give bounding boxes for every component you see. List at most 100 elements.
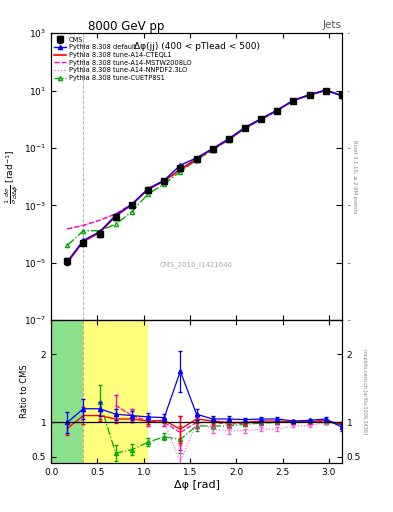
Pythia 8.308 tune-A14-NNPDF2.3LO xyxy=(130,201,134,207)
Pythia 8.308 tune-CUETP8S1 xyxy=(242,125,247,132)
Pythia 8.308 default xyxy=(307,92,312,98)
Line: Pythia 8.308 tune-A14-CTEQL1: Pythia 8.308 tune-A14-CTEQL1 xyxy=(67,90,342,263)
Pythia 8.308 tune-A14-CTEQL1 xyxy=(65,260,70,266)
Pythia 8.308 tune-A14-NNPDF2.3LO xyxy=(275,108,279,114)
Pythia 8.308 tune-A14-CTEQL1 xyxy=(340,92,344,98)
Pythia 8.308 tune-CUETP8S1 xyxy=(259,116,263,122)
Pythia 8.308 tune-CUETP8S1 xyxy=(194,157,199,163)
Pythia 8.308 tune-A14-CTEQL1 xyxy=(113,213,118,219)
Pythia 8.308 default xyxy=(81,237,86,243)
Pythia 8.308 tune-CUETP8S1 xyxy=(340,92,344,98)
Text: Δφ(jj) (400 < pTlead < 500): Δφ(jj) (400 < pTlead < 500) xyxy=(134,42,259,51)
Pythia 8.308 tune-A14-MSTW2008LO xyxy=(307,92,312,98)
Y-axis label: Rivet 3.1.10, ≥ 2.9M events: Rivet 3.1.10, ≥ 2.9M events xyxy=(353,140,358,214)
Y-axis label: mcplots.cern.ch [arXiv:1306.3436]: mcplots.cern.ch [arXiv:1306.3436] xyxy=(362,349,367,434)
Pythia 8.308 tune-A14-MSTW2008LO xyxy=(226,137,231,143)
Pythia 8.308 tune-CUETP8S1 xyxy=(275,108,279,114)
Pythia 8.308 tune-A14-NNPDF2.3LO xyxy=(291,97,296,103)
Pythia 8.308 default xyxy=(323,87,328,93)
Pythia 8.308 tune-CUETP8S1 xyxy=(226,137,231,143)
Pythia 8.308 tune-CUETP8S1 xyxy=(291,97,296,103)
Pythia 8.308 default xyxy=(226,136,231,142)
X-axis label: Δφ [rad]: Δφ [rad] xyxy=(173,480,220,490)
Pythia 8.308 tune-CUETP8S1 xyxy=(307,92,312,98)
Pythia 8.308 tune-A14-MSTW2008LO xyxy=(242,125,247,131)
Pythia 8.308 tune-CUETP8S1 xyxy=(162,181,167,187)
Pythia 8.308 tune-A14-MSTW2008LO xyxy=(259,116,263,122)
Line: Pythia 8.308 tune-CUETP8S1: Pythia 8.308 tune-CUETP8S1 xyxy=(65,88,344,247)
Pythia 8.308 tune-A14-CTEQL1 xyxy=(275,108,279,114)
Pythia 8.308 default xyxy=(146,186,151,192)
Pythia 8.308 tune-A14-NNPDF2.3LO xyxy=(323,88,328,94)
Line: Pythia 8.308 tune-A14-NNPDF2.3LO: Pythia 8.308 tune-A14-NNPDF2.3LO xyxy=(67,91,342,229)
Pythia 8.308 default xyxy=(194,155,199,161)
Pythia 8.308 tune-CUETP8S1 xyxy=(130,208,134,215)
Pythia 8.308 tune-A14-CTEQL1 xyxy=(259,116,263,122)
Pythia 8.308 default xyxy=(275,107,279,113)
Text: CMS_2016_I1421646: CMS_2016_I1421646 xyxy=(160,262,233,268)
Pythia 8.308 tune-A14-MSTW2008LO xyxy=(194,156,199,162)
Y-axis label: Ratio to CMS: Ratio to CMS xyxy=(20,365,29,418)
Pythia 8.308 tune-A14-MSTW2008LO xyxy=(113,211,118,217)
Pythia 8.308 tune-A14-CTEQL1 xyxy=(194,156,199,162)
Pythia 8.308 tune-A14-CTEQL1 xyxy=(81,239,86,245)
Pythia 8.308 tune-A14-MSTW2008LO xyxy=(97,217,102,223)
Pythia 8.308 tune-CUETP8S1 xyxy=(113,221,118,227)
Pythia 8.308 default xyxy=(291,97,296,103)
Pythia 8.308 tune-A14-NNPDF2.3LO xyxy=(194,156,199,162)
Pythia 8.308 tune-A14-NNPDF2.3LO xyxy=(210,146,215,153)
Pythia 8.308 tune-A14-CTEQL1 xyxy=(210,146,215,152)
Pythia 8.308 tune-A14-CTEQL1 xyxy=(307,92,312,98)
Pythia 8.308 tune-A14-NNPDF2.3LO xyxy=(178,167,183,173)
Legend: CMS, Pythia 8.308 default, Pythia 8.308 tune-A14-CTEQL1, Pythia 8.308 tune-A14-M: CMS, Pythia 8.308 default, Pythia 8.308 … xyxy=(53,35,193,82)
Pythia 8.308 tune-A14-NNPDF2.3LO xyxy=(81,222,86,228)
Pythia 8.308 tune-A14-NNPDF2.3LO xyxy=(146,186,151,193)
Pythia 8.308 tune-A14-CTEQL1 xyxy=(242,125,247,131)
Pythia 8.308 default xyxy=(242,124,247,131)
Pythia 8.308 tune-A14-CTEQL1 xyxy=(162,178,167,184)
Pythia 8.308 tune-A14-CTEQL1 xyxy=(226,136,231,142)
Pythia 8.308 tune-A14-CTEQL1 xyxy=(146,186,151,193)
Pythia 8.308 tune-A14-CTEQL1 xyxy=(178,166,183,173)
Pythia 8.308 tune-A14-MSTW2008LO xyxy=(146,186,151,193)
Pythia 8.308 tune-A14-NNPDF2.3LO xyxy=(226,137,231,143)
Pythia 8.308 tune-A14-MSTW2008LO xyxy=(210,146,215,153)
Pythia 8.308 tune-A14-MSTW2008LO xyxy=(162,178,167,184)
Pythia 8.308 tune-A14-NNPDF2.3LO xyxy=(259,116,263,122)
Pythia 8.308 tune-A14-MSTW2008LO xyxy=(65,226,70,232)
Pythia 8.308 tune-A14-NNPDF2.3LO xyxy=(97,217,102,223)
Pythia 8.308 tune-A14-CTEQL1 xyxy=(130,202,134,208)
Pythia 8.308 tune-CUETP8S1 xyxy=(178,168,183,175)
Pythia 8.308 default xyxy=(113,212,118,218)
Pythia 8.308 tune-A14-NNPDF2.3LO xyxy=(113,211,118,217)
Pythia 8.308 default xyxy=(259,116,263,122)
Pythia 8.308 tune-A14-NNPDF2.3LO xyxy=(65,226,70,232)
Pythia 8.308 tune-A14-NNPDF2.3LO xyxy=(340,92,344,98)
Pythia 8.308 tune-A14-MSTW2008LO xyxy=(275,108,279,114)
Pythia 8.308 tune-A14-MSTW2008LO xyxy=(291,97,296,103)
Pythia 8.308 tune-A14-CTEQL1 xyxy=(323,87,328,93)
Y-axis label: $\frac{1}{\sigma}\frac{d\sigma}{d\Delta\phi}$ [rad$^{-1}$]: $\frac{1}{\sigma}\frac{d\sigma}{d\Delta\… xyxy=(4,150,21,204)
Pythia 8.308 tune-A14-NNPDF2.3LO xyxy=(162,178,167,184)
Line: Pythia 8.308 tune-A14-MSTW2008LO: Pythia 8.308 tune-A14-MSTW2008LO xyxy=(67,91,342,229)
Pythia 8.308 tune-A14-MSTW2008LO xyxy=(178,167,183,173)
Text: 8000 GeV pp: 8000 GeV pp xyxy=(88,20,164,33)
Text: Jets: Jets xyxy=(323,20,342,31)
Pythia 8.308 tune-A14-MSTW2008LO xyxy=(130,201,134,207)
Pythia 8.308 tune-A14-NNPDF2.3LO xyxy=(307,92,312,98)
Pythia 8.308 default xyxy=(130,201,134,207)
Pythia 8.308 tune-A14-MSTW2008LO xyxy=(340,92,344,98)
Pythia 8.308 tune-CUETP8S1 xyxy=(65,242,70,248)
Pythia 8.308 default xyxy=(162,177,167,183)
Line: Pythia 8.308 default: Pythia 8.308 default xyxy=(65,88,344,264)
Pythia 8.308 tune-CUETP8S1 xyxy=(210,147,215,153)
Pythia 8.308 tune-CUETP8S1 xyxy=(146,191,151,197)
Pythia 8.308 tune-CUETP8S1 xyxy=(81,228,86,234)
Pythia 8.308 tune-A14-MSTW2008LO xyxy=(81,222,86,228)
Pythia 8.308 tune-A14-NNPDF2.3LO xyxy=(242,125,247,131)
Pythia 8.308 tune-A14-CTEQL1 xyxy=(291,97,296,103)
Pythia 8.308 default xyxy=(97,229,102,235)
Pythia 8.308 tune-CUETP8S1 xyxy=(323,88,328,94)
Pythia 8.308 tune-CUETP8S1 xyxy=(97,228,102,234)
Pythia 8.308 default xyxy=(65,259,70,265)
